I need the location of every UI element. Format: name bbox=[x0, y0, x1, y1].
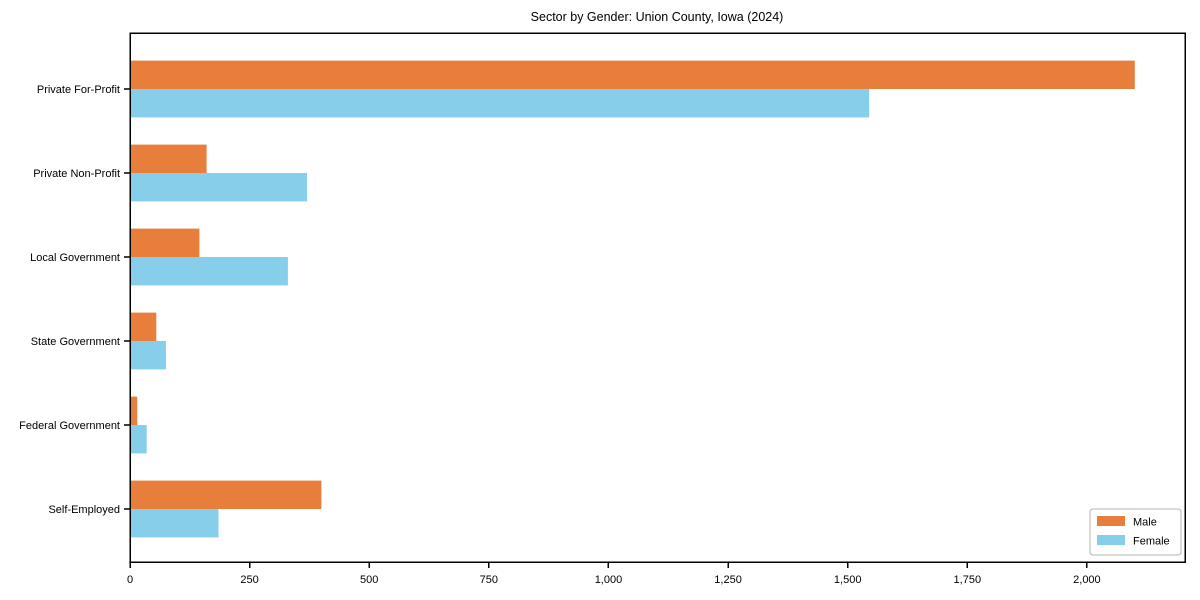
x-tick-label: 500 bbox=[360, 574, 378, 586]
y-tick-label: Federal Government bbox=[19, 420, 120, 432]
x-tick-label: 1,500 bbox=[834, 574, 862, 586]
chart-title: Sector by Gender: Union County, Iowa (20… bbox=[531, 10, 784, 24]
x-tick-label: 2,000 bbox=[1073, 574, 1101, 586]
bar-female-2 bbox=[130, 173, 307, 202]
axes-layer: Private For-Profit Private Non-Profit Loca… bbox=[19, 32, 1186, 586]
x-tick-label: 1,000 bbox=[595, 574, 623, 586]
x-tick-label: 1,750 bbox=[954, 574, 982, 586]
x-tick-label: 1,250 bbox=[714, 574, 742, 586]
y-tick-label: Private For-Profit bbox=[37, 84, 120, 96]
bar-female-3 bbox=[130, 257, 288, 286]
bar-female-1 bbox=[130, 89, 870, 118]
legend-label-female: Female bbox=[1133, 536, 1170, 548]
bar-female-4 bbox=[130, 341, 166, 370]
y-tick-label: State Government bbox=[31, 336, 120, 348]
bar-male-6 bbox=[130, 480, 322, 509]
y-tick-label: Self-Employed bbox=[48, 504, 120, 516]
legend-swatch-male bbox=[1097, 516, 1125, 526]
legend-label-male: Male bbox=[1133, 517, 1157, 529]
bar-male-4 bbox=[130, 312, 157, 341]
bars-layer bbox=[130, 60, 1135, 538]
legend: Male Female bbox=[1089, 508, 1182, 556]
legend-swatch-female bbox=[1097, 535, 1125, 545]
bar-male-3 bbox=[130, 228, 200, 257]
bar-female-6 bbox=[130, 509, 219, 538]
bar-male-5 bbox=[130, 396, 138, 425]
bar-female-5 bbox=[130, 425, 147, 454]
bar-male-1 bbox=[130, 60, 1135, 89]
y-tick-label: Local Government bbox=[30, 252, 120, 264]
plot-border bbox=[129, 32, 1186, 563]
y-tick-label: Private Non-Profit bbox=[33, 168, 120, 180]
x-tick-label: 750 bbox=[480, 574, 498, 586]
bar-male-2 bbox=[130, 144, 207, 173]
x-tick-label: 250 bbox=[240, 574, 258, 586]
x-tick-label: 0 bbox=[127, 574, 133, 586]
